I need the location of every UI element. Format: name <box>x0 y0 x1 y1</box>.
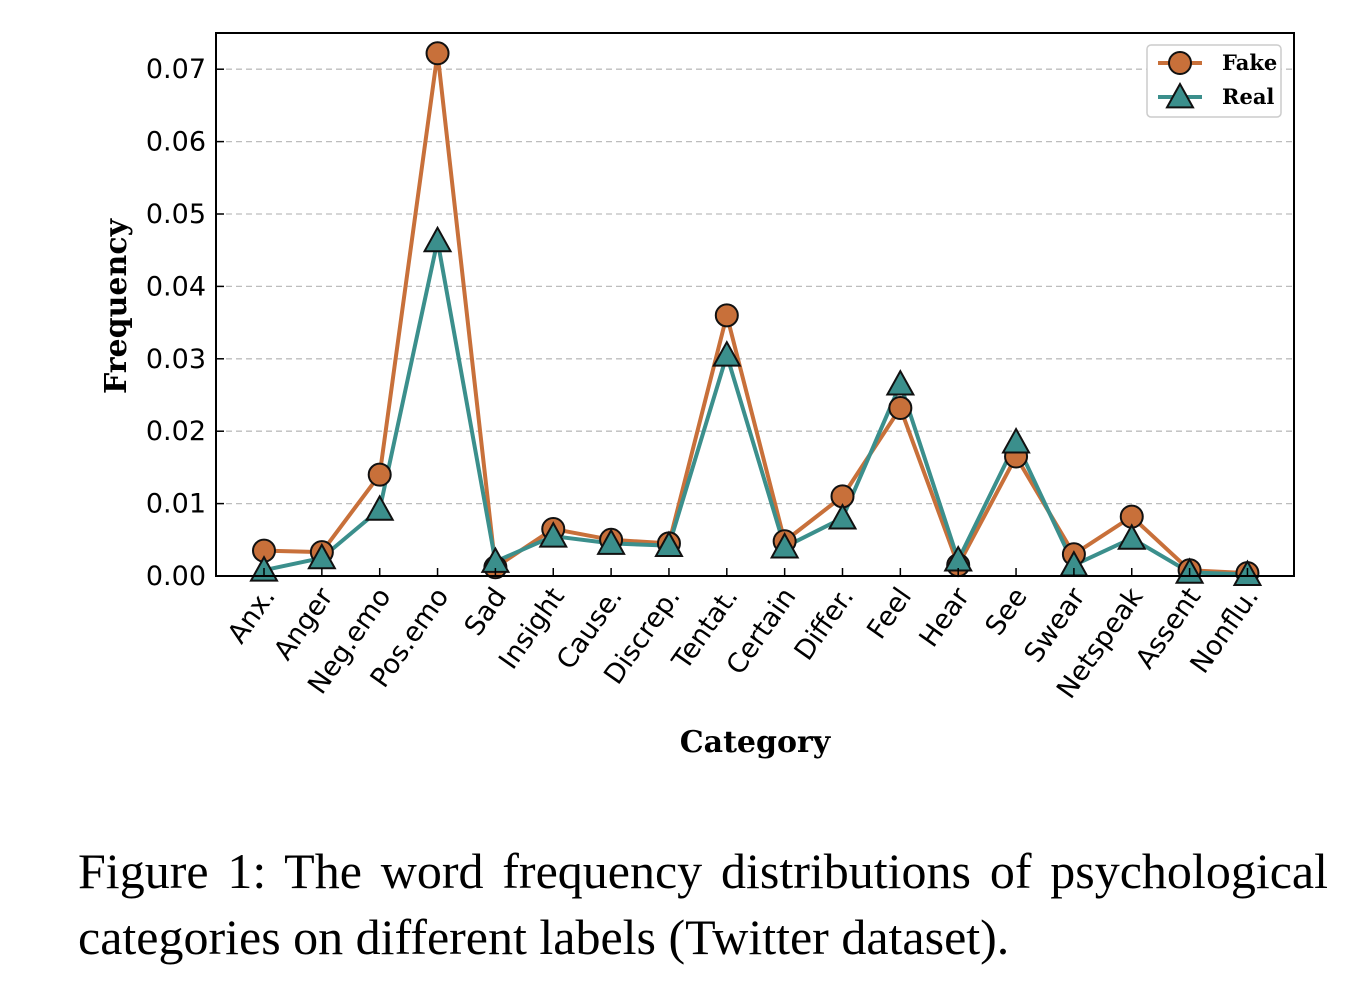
legend-marker-fake <box>1168 51 1192 75</box>
x-tick-label: See <box>979 582 1033 641</box>
series-layer <box>249 41 1263 586</box>
data-point-real <box>596 528 626 555</box>
data-point-real <box>538 521 568 548</box>
y-tick-label: 0.07 <box>146 54 206 85</box>
data-point-fake <box>714 303 739 328</box>
y-tick-label: 0.03 <box>146 344 206 375</box>
data-point-real <box>827 503 858 530</box>
data-point-real <box>422 225 453 253</box>
data-point-fake <box>888 396 913 421</box>
y-tick-label: 0.00 <box>146 561 206 592</box>
x-tick-label: Sad <box>459 582 514 641</box>
x-tick-label: Differ. <box>789 582 861 666</box>
data-point-real <box>712 340 742 367</box>
legend: Fake Real <box>1146 44 1282 118</box>
figure-caption: Figure 1: The word frequency distributio… <box>78 843 1328 965</box>
data-point-real <box>769 531 800 559</box>
y-tick-label: 0.05 <box>146 199 206 230</box>
data-point-fake <box>425 41 450 66</box>
data-point-real <box>1117 523 1147 550</box>
y-tick-label: 0.04 <box>146 271 206 302</box>
x-tick-label: Hear <box>914 581 977 652</box>
data-point-real <box>365 494 395 521</box>
legend-label-real: Real <box>1222 84 1274 109</box>
data-point-real <box>885 369 916 396</box>
y-tick-label: 0.06 <box>146 127 206 158</box>
series-line-real <box>263 238 1248 577</box>
data-point-real <box>654 530 684 557</box>
legend-marker-real <box>1165 81 1195 109</box>
plot-frame <box>215 32 1295 577</box>
axis-layer: 0.000.010.020.030.040.050.060.07Anx.Ange… <box>146 54 1265 704</box>
x-tick-label: Anx. <box>222 582 282 649</box>
series-line-fake <box>263 51 1248 576</box>
legend-label-fake: Fake <box>1222 50 1277 75</box>
grid-layer <box>216 68 1294 505</box>
chart: 0.00 0.01 0.02 0.03 0.04 0.05 0.06 0.07 Anx. Ange… <box>99 32 1295 760</box>
y-tick-label: 0.02 <box>146 416 206 447</box>
y-tick-label: 0.01 <box>146 489 206 520</box>
x-axis-title: Category <box>680 725 832 760</box>
x-tick-label: Feel <box>861 582 918 645</box>
data-point-fake <box>367 462 392 487</box>
data-point-real <box>1001 427 1031 454</box>
chart-svg: 0.000.010.020.030.040.050.060.07Anx.Ange… <box>99 32 1295 760</box>
y-axis-title: Frequency <box>99 217 134 394</box>
